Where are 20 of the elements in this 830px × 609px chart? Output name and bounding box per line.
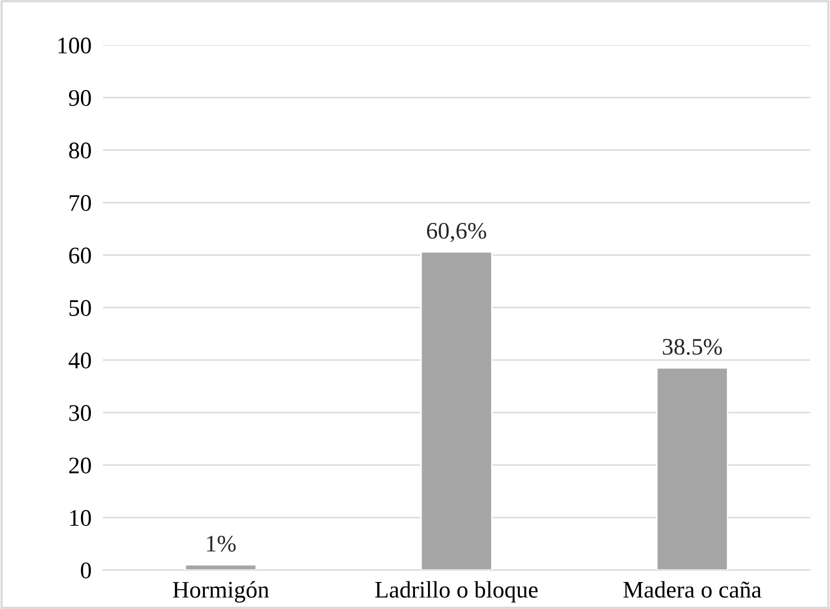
y-tick-label: 100 <box>58 38 91 54</box>
y-tick-label: 10 <box>70 510 91 526</box>
y-tick-label: 70 <box>70 195 91 211</box>
bar <box>656 367 728 570</box>
data-label: 60,6% <box>427 222 486 242</box>
x-tick-label: Ladrillo o bloque <box>375 581 538 603</box>
bar <box>420 251 493 570</box>
x-tick-label: Madera o caña <box>623 581 762 598</box>
data-label: 1% <box>207 536 236 552</box>
y-tick-label: 0 <box>80 562 91 578</box>
data-label: 38.5% <box>662 338 722 355</box>
x-tick-label: Hormigón <box>172 581 269 603</box>
y-tick-label: 50 <box>70 300 91 316</box>
y-tick-label: 30 <box>69 405 91 421</box>
bar <box>184 564 257 570</box>
y-tick-label: 40 <box>68 352 91 368</box>
y-tick-label: 90 <box>68 90 91 106</box>
y-tick-label: 80 <box>69 142 91 158</box>
y-tick-label: 20 <box>69 458 91 474</box>
y-tick-label: 60 <box>69 248 91 264</box>
